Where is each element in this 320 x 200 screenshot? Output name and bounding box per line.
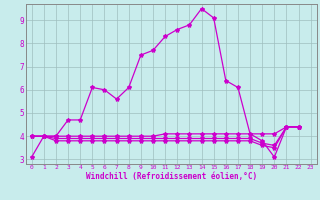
X-axis label: Windchill (Refroidissement éolien,°C): Windchill (Refroidissement éolien,°C) [86, 172, 257, 181]
